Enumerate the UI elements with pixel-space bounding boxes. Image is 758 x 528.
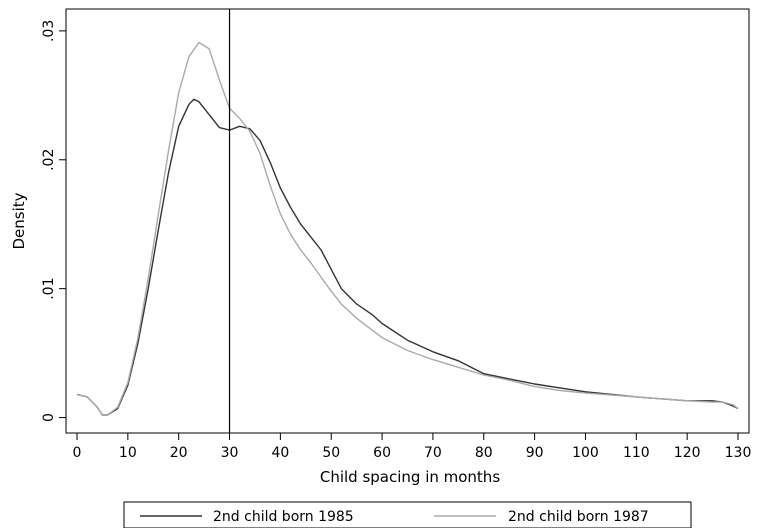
y-tick-label: .03 bbox=[41, 20, 57, 42]
series-line-1985 bbox=[76, 98, 739, 416]
x-tick-label: 60 bbox=[373, 445, 391, 461]
legend-label-1987: 2nd child born 1987 bbox=[508, 509, 649, 525]
x-tick-label: 120 bbox=[674, 445, 701, 461]
x-tick-label: 30 bbox=[221, 445, 239, 461]
y-tick-label: 0 bbox=[41, 413, 57, 422]
x-tick-label: 70 bbox=[424, 445, 442, 461]
x-tick-label: 90 bbox=[526, 445, 544, 461]
y-axis: 0 .01 .02 .03 bbox=[41, 20, 66, 422]
x-tick-label: 100 bbox=[572, 445, 599, 461]
x-tick-label: 10 bbox=[119, 445, 137, 461]
legend-box bbox=[123, 501, 692, 528]
x-tick-label: 50 bbox=[322, 445, 340, 461]
x-tick-label: 20 bbox=[170, 445, 188, 461]
legend: 2nd child born 1985 2nd child born 1987 bbox=[123, 501, 692, 528]
series-line-1987 bbox=[76, 41, 739, 416]
x-tick-label: 0 bbox=[73, 445, 82, 461]
plot-frame bbox=[65, 8, 750, 434]
y-tick-label: .01 bbox=[41, 278, 57, 300]
y-tick-label: .02 bbox=[41, 149, 57, 171]
x-axis-title: Child spacing in months bbox=[320, 468, 500, 486]
x-tick-label: 110 bbox=[623, 445, 650, 461]
series-layer bbox=[76, 41, 739, 416]
x-axis: 0 10 20 30 40 50 60 70 80 90 100 110 120 130 bbox=[73, 433, 752, 461]
x-tick-label: 40 bbox=[271, 445, 289, 461]
legend-label-1985: 2nd child born 1985 bbox=[213, 509, 354, 525]
y-axis-title: Density bbox=[10, 192, 28, 249]
x-tick-label: 80 bbox=[475, 445, 493, 461]
x-tick-label: 130 bbox=[725, 445, 752, 461]
